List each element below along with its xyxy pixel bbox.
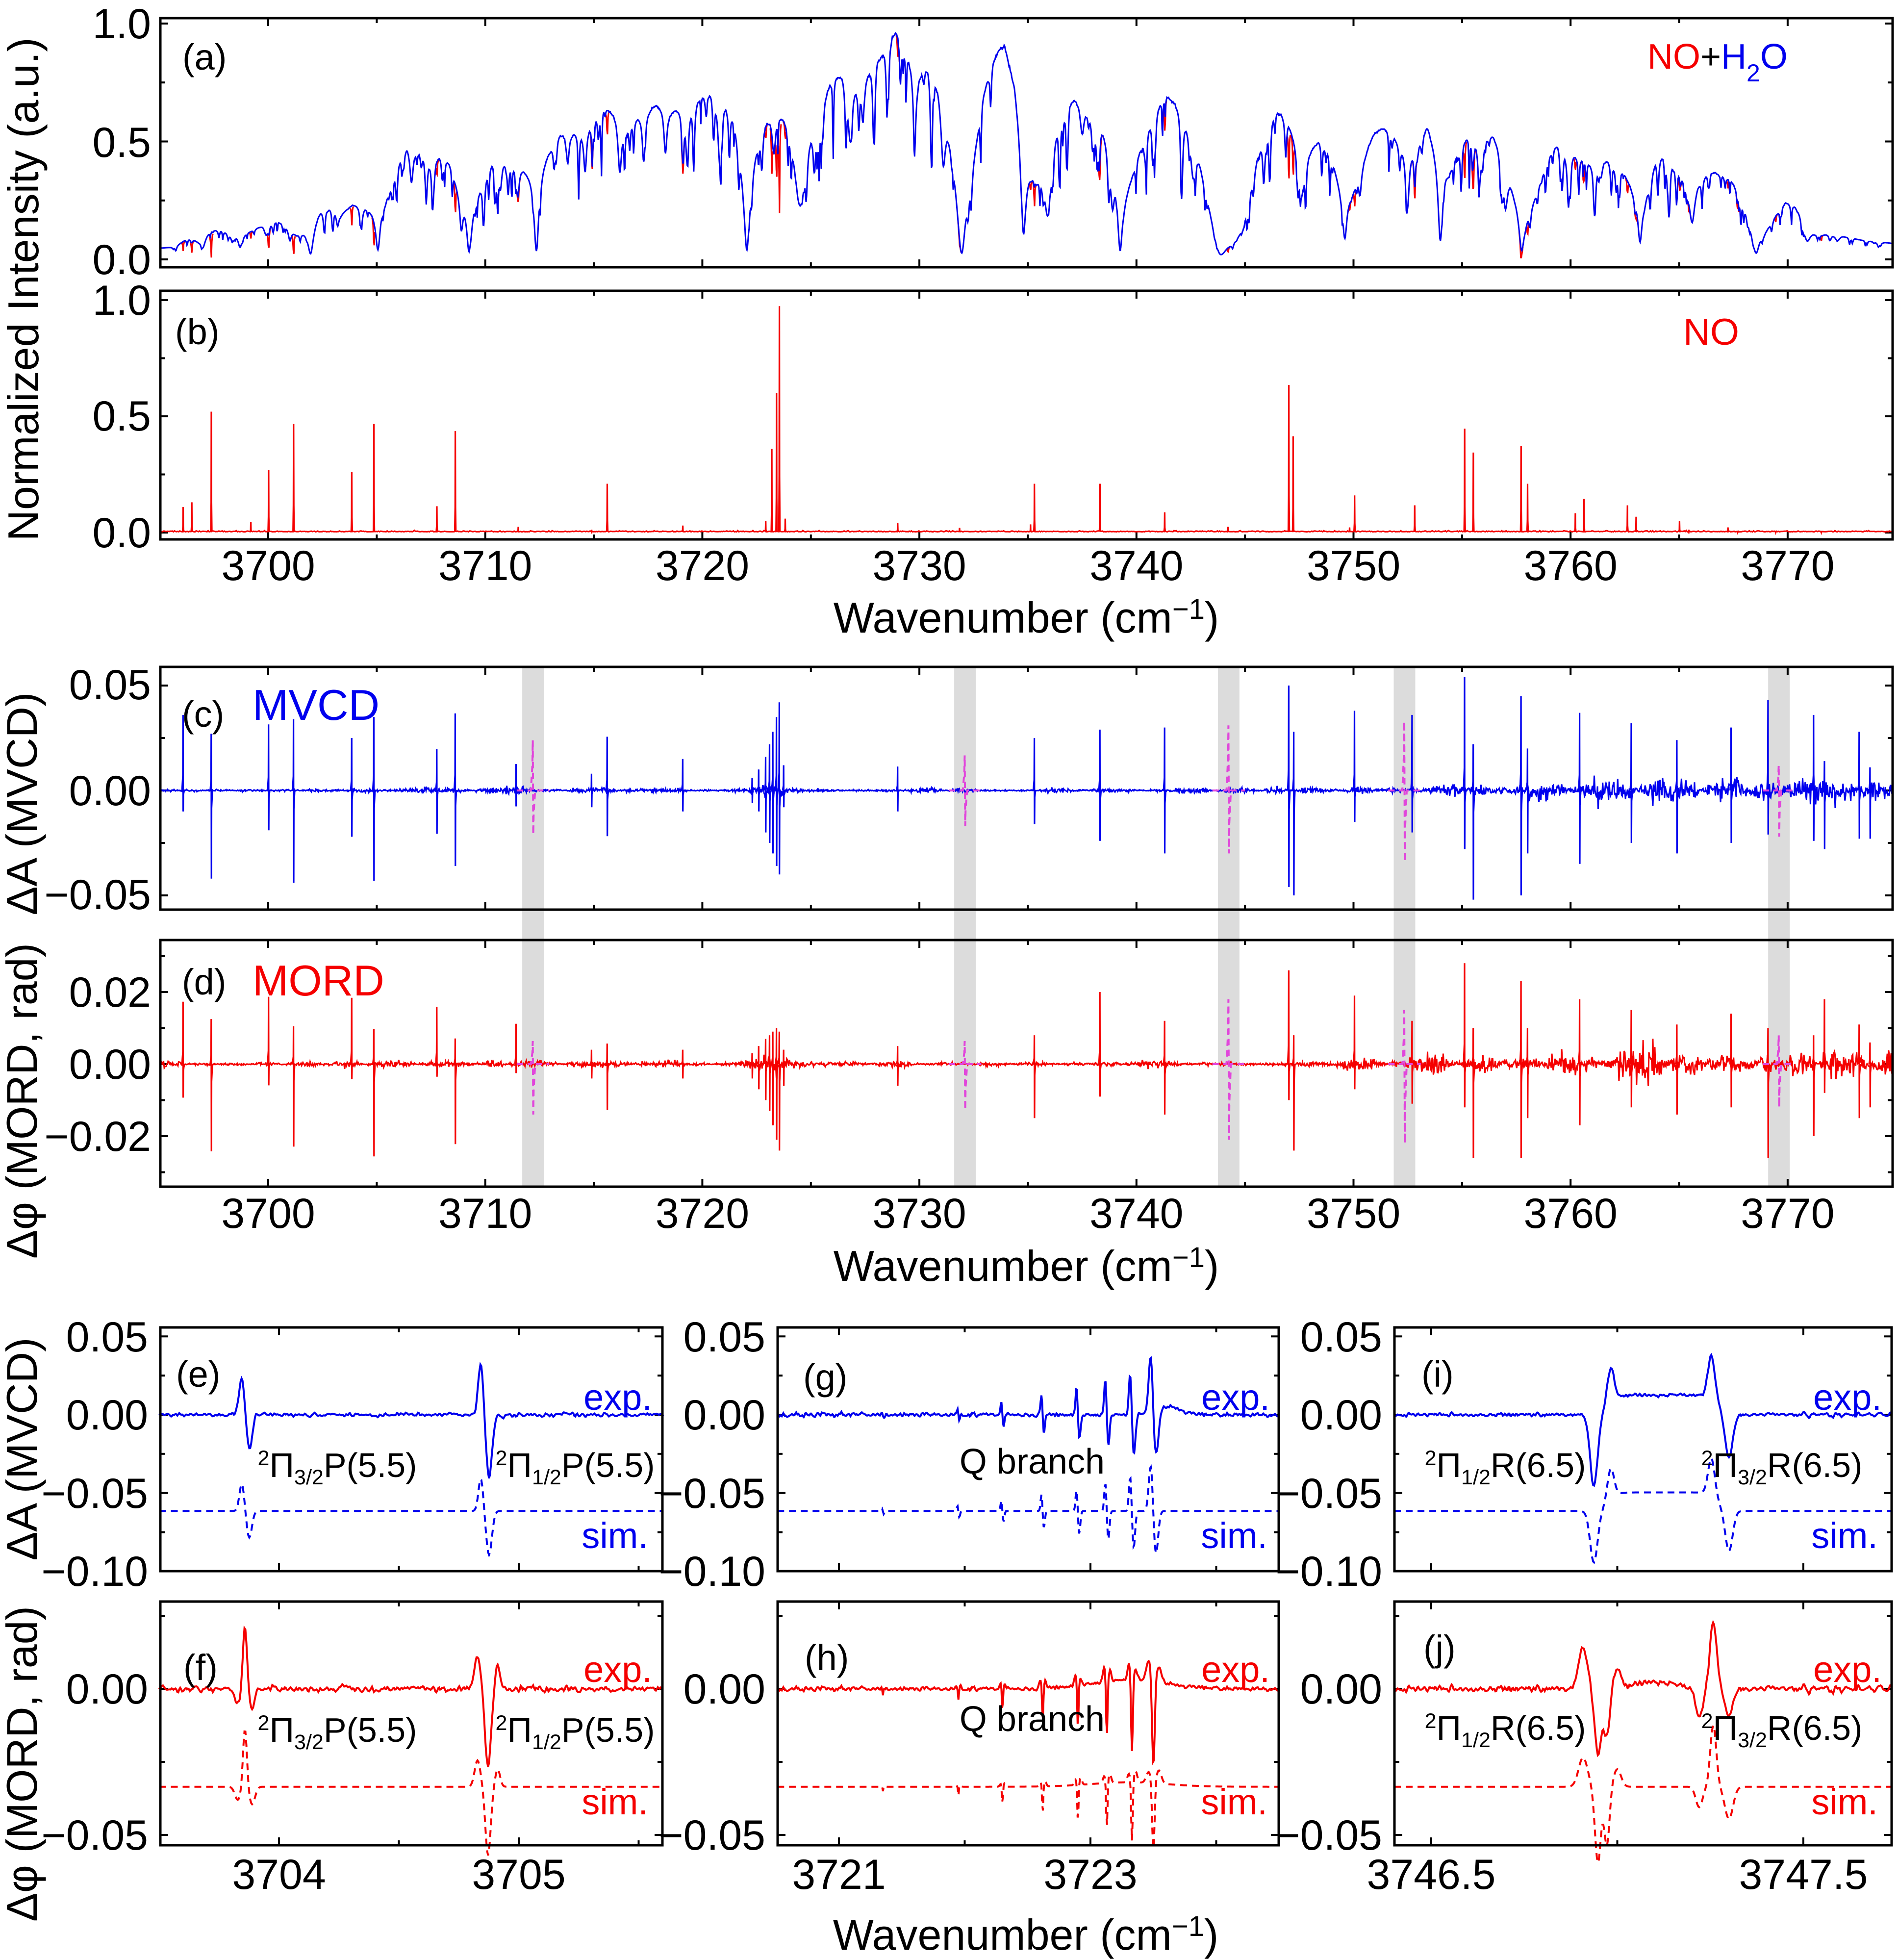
svg-text:Normalized Intensity (a.u.): Normalized Intensity (a.u.) (0, 37, 48, 541)
svg-text:−0.05: −0.05 (41, 1470, 148, 1517)
svg-text:sim.: sim. (1201, 1515, 1267, 1556)
svg-text:Q branch: Q branch (960, 1442, 1105, 1481)
svg-text:0.5: 0.5 (92, 393, 151, 440)
svg-text:sim.: sim. (1811, 1515, 1878, 1556)
svg-text:Wavenumber (cm−1): Wavenumber (cm−1) (833, 1910, 1219, 1959)
svg-text:−0.05: −0.05 (658, 1470, 765, 1517)
svg-text:0.05: 0.05 (1300, 1314, 1382, 1361)
svg-text:0.00: 0.00 (66, 1392, 148, 1439)
svg-text:(g): (g) (803, 1357, 847, 1398)
svg-text:3705: 3705 (472, 1851, 565, 1898)
svg-text:sim.: sim. (1201, 1782, 1267, 1822)
svg-text:(d): (d) (182, 962, 226, 1002)
svg-text:MORD: MORD (253, 956, 384, 1005)
svg-text:3760: 3760 (1524, 542, 1618, 589)
svg-text:3700: 3700 (221, 542, 315, 589)
svg-text:3740: 3740 (1089, 1190, 1183, 1237)
svg-text:sim.: sim. (1811, 1782, 1878, 1822)
svg-text:0.00: 0.00 (1300, 1392, 1382, 1439)
svg-text:0.05: 0.05 (69, 662, 151, 709)
svg-text:exp.: exp. (1813, 1377, 1882, 1418)
svg-text:Wavenumber (cm−1): Wavenumber (cm−1) (834, 1242, 1219, 1290)
svg-text:ΔA (MVCD): ΔA (MVCD) (0, 692, 46, 916)
svg-text:3770: 3770 (1741, 542, 1834, 589)
svg-text:MVCD: MVCD (253, 681, 380, 729)
svg-text:(j): (j) (1423, 1628, 1456, 1669)
svg-text:0.02: 0.02 (69, 969, 151, 1016)
svg-text:−0.05: −0.05 (1275, 1470, 1382, 1517)
svg-text:3750: 3750 (1307, 1190, 1400, 1237)
svg-text:3720: 3720 (656, 1190, 749, 1237)
svg-text:0.05: 0.05 (683, 1314, 765, 1361)
svg-text:3730: 3730 (872, 1190, 966, 1237)
svg-text:NO: NO (1683, 311, 1739, 353)
svg-text:−0.10: −0.10 (658, 1548, 765, 1595)
svg-text:NO+H2O: NO+H2O (1647, 37, 1788, 87)
svg-text:3720: 3720 (656, 542, 749, 589)
svg-text:0.0: 0.0 (92, 509, 151, 557)
svg-text:(e): (e) (176, 1354, 220, 1395)
svg-text:0.0: 0.0 (92, 236, 151, 283)
svg-text:3721: 3721 (792, 1851, 886, 1898)
svg-text:−0.02: −0.02 (44, 1113, 151, 1160)
svg-text:−0.05: −0.05 (658, 1812, 765, 1859)
svg-text:1.0: 1.0 (92, 277, 151, 324)
svg-text:2Π1/2R(6.5): 2Π1/2R(6.5) (1425, 1709, 1586, 1752)
svg-text:(i): (i) (1421, 1354, 1454, 1395)
svg-text:2Π1/2P(5.5): 2Π1/2P(5.5) (496, 1446, 655, 1489)
svg-text:0.05: 0.05 (66, 1314, 148, 1361)
svg-text:0.00: 0.00 (69, 767, 151, 815)
svg-text:(a): (a) (182, 37, 227, 77)
svg-text:3700: 3700 (221, 1190, 315, 1237)
svg-text:−0.05: −0.05 (41, 1812, 148, 1859)
svg-text:sim.: sim. (582, 1515, 648, 1556)
svg-text:3704: 3704 (232, 1851, 326, 1898)
svg-text:2Π3/2R(6.5): 2Π3/2R(6.5) (1701, 1446, 1863, 1489)
svg-text:exp.: exp. (583, 1377, 652, 1418)
svg-text:3746.5: 3746.5 (1367, 1851, 1495, 1898)
svg-text:0.00: 0.00 (66, 1666, 148, 1713)
svg-text:−0.05: −0.05 (1275, 1812, 1382, 1859)
svg-text:3770: 3770 (1741, 1190, 1834, 1237)
svg-text:(h): (h) (805, 1637, 849, 1678)
svg-text:3723: 3723 (1043, 1851, 1137, 1898)
svg-text:exp.: exp. (1201, 1377, 1270, 1418)
svg-text:1.0: 1.0 (92, 0, 151, 48)
svg-text:2Π3/2P(5.5): 2Π3/2P(5.5) (258, 1446, 417, 1489)
svg-text:2Π1/2P(5.5): 2Π1/2P(5.5) (496, 1711, 655, 1754)
svg-text:Δφ (MORD, rad): Δφ (MORD, rad) (0, 1606, 46, 1922)
svg-text:3730: 3730 (872, 542, 966, 589)
svg-text:Δφ (MORD, rad): Δφ (MORD, rad) (0, 943, 46, 1259)
svg-text:3740: 3740 (1089, 542, 1183, 589)
svg-text:0.5: 0.5 (92, 119, 151, 166)
svg-text:0.00: 0.00 (683, 1666, 765, 1713)
svg-text:0.00: 0.00 (1300, 1666, 1382, 1713)
svg-text:0.00: 0.00 (683, 1392, 765, 1439)
svg-text:Q branch: Q branch (960, 1700, 1105, 1739)
svg-text:exp.: exp. (1813, 1649, 1882, 1690)
svg-text:(b): (b) (175, 311, 219, 352)
svg-text:2Π3/2R(6.5): 2Π3/2R(6.5) (1701, 1709, 1863, 1752)
svg-text:2Π1/2R(6.5): 2Π1/2R(6.5) (1425, 1446, 1586, 1489)
svg-text:3747.5: 3747.5 (1739, 1851, 1868, 1898)
svg-text:(c): (c) (182, 694, 224, 735)
svg-text:exp.: exp. (583, 1649, 652, 1690)
svg-text:−0.10: −0.10 (41, 1548, 148, 1595)
svg-text:3750: 3750 (1307, 542, 1400, 589)
svg-text:−0.10: −0.10 (1275, 1548, 1382, 1595)
svg-text:3760: 3760 (1524, 1190, 1618, 1237)
svg-text:3710: 3710 (438, 542, 532, 589)
svg-text:2Π3/2P(5.5): 2Π3/2P(5.5) (258, 1711, 417, 1754)
svg-text:Wavenumber (cm−1): Wavenumber (cm−1) (834, 593, 1219, 642)
svg-text:(f): (f) (183, 1647, 218, 1688)
svg-text:ΔA (MVCD): ΔA (MVCD) (0, 1338, 46, 1561)
svg-text:3710: 3710 (438, 1190, 532, 1237)
svg-text:−0.05: −0.05 (44, 871, 151, 918)
svg-text:0.00: 0.00 (69, 1041, 151, 1088)
svg-text:exp.: exp. (1201, 1649, 1270, 1690)
svg-text:sim.: sim. (582, 1782, 648, 1822)
